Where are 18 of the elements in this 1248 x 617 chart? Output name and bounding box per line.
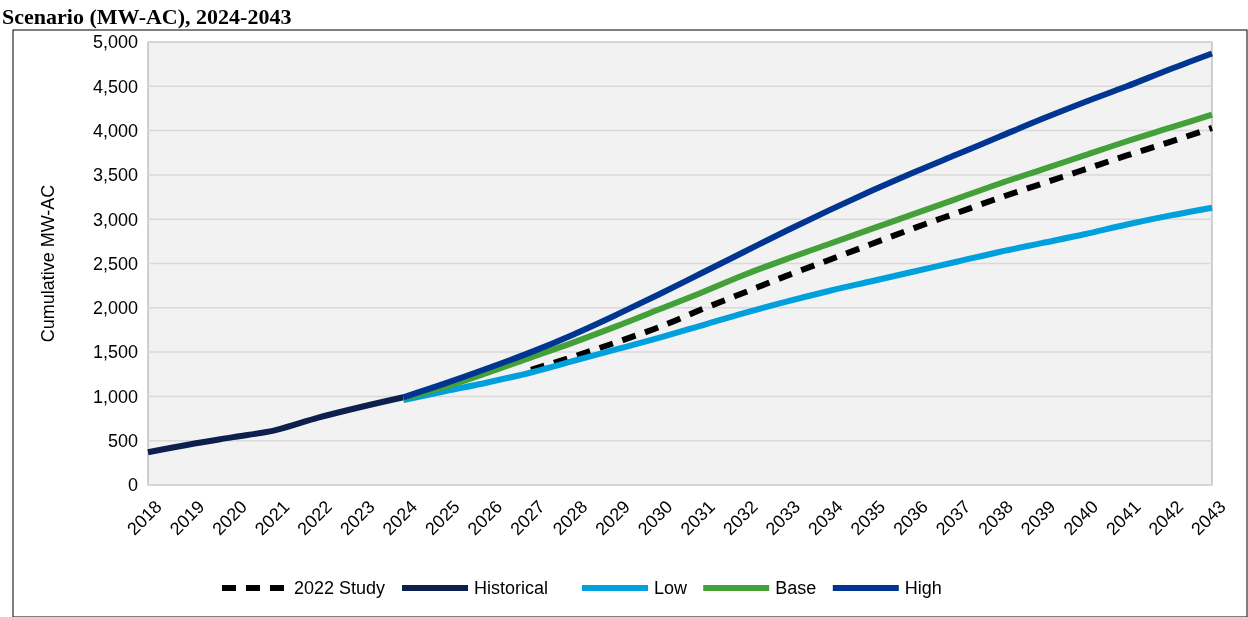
- y-tick-label: 1,000: [92, 386, 138, 407]
- legend-label: High: [904, 578, 942, 599]
- y-tick-label: 0: [127, 475, 138, 496]
- y-tick-label: 500: [107, 431, 138, 451]
- y-tick-label: 4,500: [92, 76, 138, 97]
- y-tick-label: 3,000: [92, 209, 138, 230]
- y-tick-label: 2,500: [92, 253, 138, 274]
- chart-title: Scenario (MW-AC), 2024-2043: [2, 4, 292, 29]
- y-tick-label: 3,500: [92, 165, 138, 186]
- y-tick-label: 4,000: [92, 120, 138, 141]
- y-axis-title: Cumulative MW-AC: [38, 184, 58, 343]
- legend-label: Low: [654, 578, 689, 599]
- legend-label: Base: [775, 578, 817, 599]
- y-tick-label: 2,000: [92, 298, 138, 319]
- y-tick-label: 5,000: [92, 32, 138, 53]
- legend-label: 2022 Study: [294, 578, 386, 599]
- legend-label: Historical: [474, 578, 549, 599]
- y-tick-label: 1,500: [92, 342, 138, 363]
